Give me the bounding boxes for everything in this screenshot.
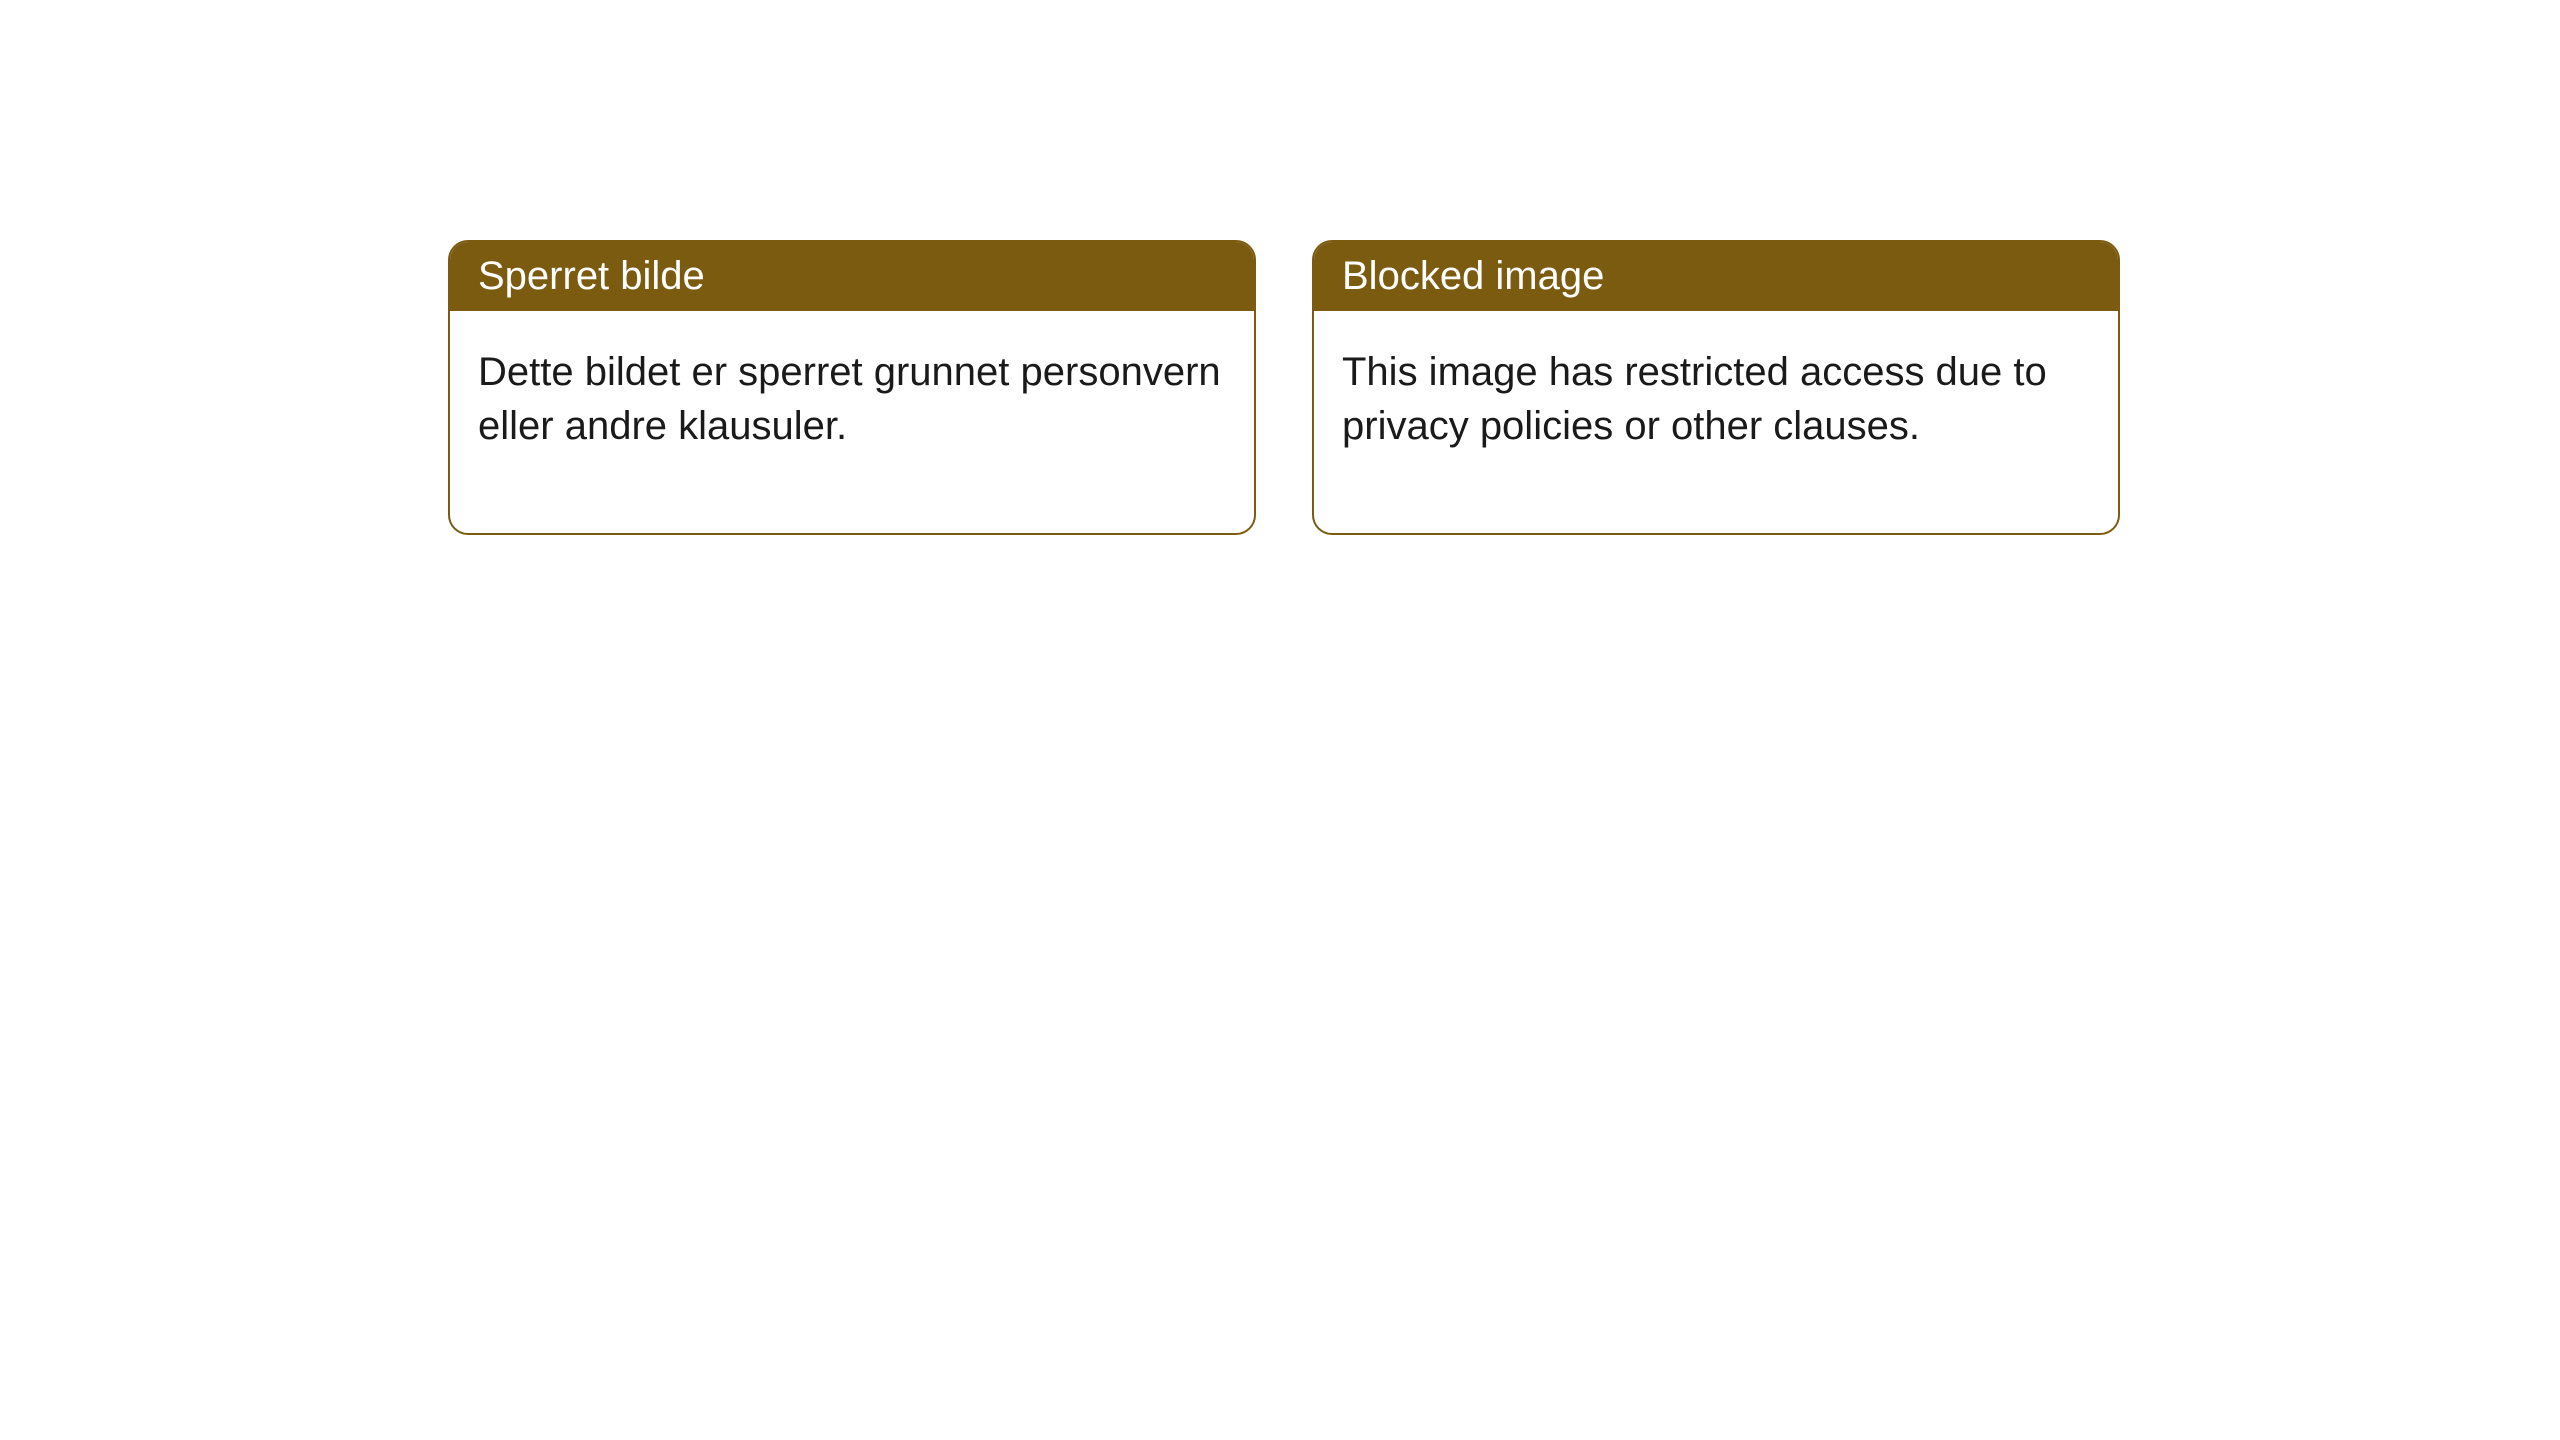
card-header: Sperret bilde: [450, 242, 1254, 311]
card-title: Blocked image: [1342, 254, 1604, 298]
card-body: Dette bildet er sperret grunnet personve…: [450, 311, 1254, 533]
blocked-image-card-en: Blocked image This image has restricted …: [1312, 240, 2120, 535]
card-body: This image has restricted access due to …: [1314, 311, 2118, 533]
notice-container: Sperret bilde Dette bildet er sperret gr…: [0, 0, 2560, 535]
blocked-image-card-no: Sperret bilde Dette bildet er sperret gr…: [448, 240, 1256, 535]
card-header: Blocked image: [1314, 242, 2118, 311]
card-title: Sperret bilde: [478, 254, 705, 298]
card-body-text: Dette bildet er sperret grunnet personve…: [478, 350, 1221, 448]
card-body-text: This image has restricted access due to …: [1342, 350, 2047, 448]
